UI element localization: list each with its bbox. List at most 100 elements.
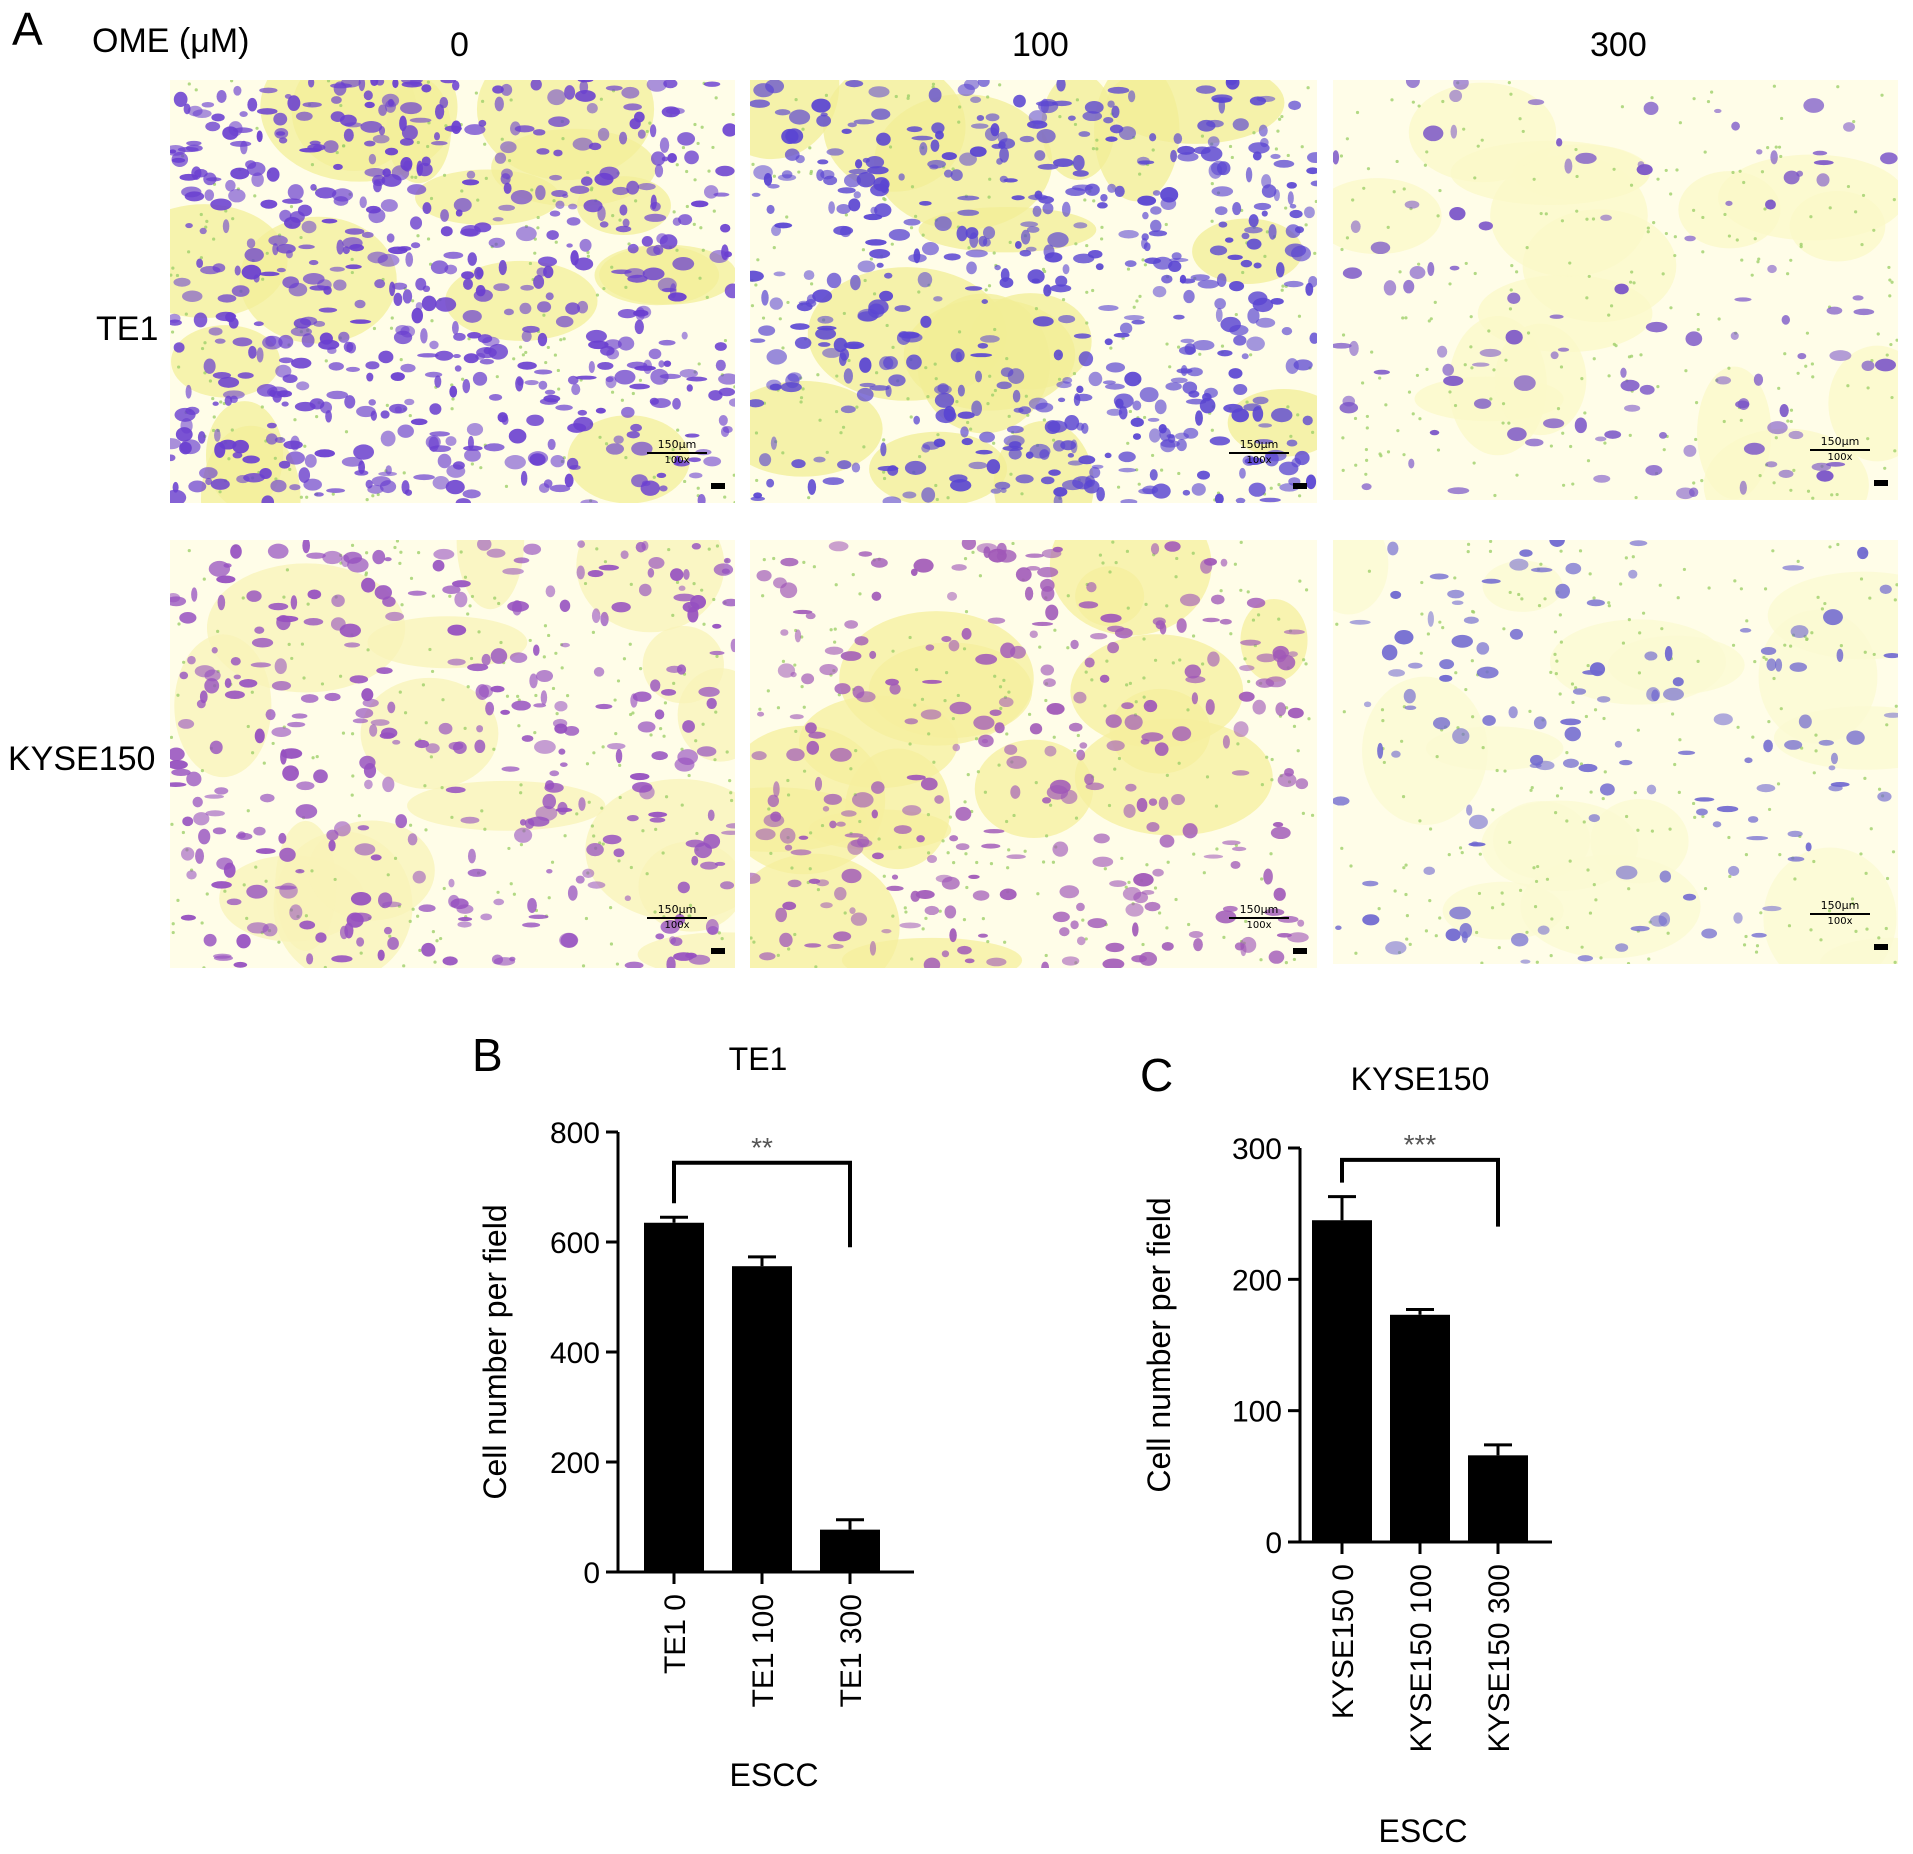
stained-cell bbox=[837, 187, 856, 194]
membrane-pore bbox=[1671, 712, 1675, 716]
membrane-pore bbox=[1509, 288, 1513, 292]
membrane-pore bbox=[833, 640, 837, 644]
stained-cell bbox=[750, 399, 765, 408]
stained-cell bbox=[387, 98, 394, 107]
membrane-pore bbox=[1574, 686, 1578, 690]
stained-cell bbox=[429, 431, 450, 437]
stained-cell bbox=[560, 642, 570, 648]
stained-cell bbox=[891, 874, 899, 880]
membrane-pore bbox=[1234, 312, 1238, 317]
membrane-pore bbox=[1789, 644, 1793, 648]
stained-cell bbox=[678, 585, 686, 591]
stained-cell bbox=[1677, 750, 1696, 755]
micrograph-te1-100: 150μm 100x bbox=[750, 80, 1317, 503]
membrane-pore bbox=[1404, 892, 1408, 897]
membrane-pore bbox=[1607, 601, 1611, 605]
stained-cell bbox=[1076, 936, 1086, 946]
membrane-pore bbox=[1620, 105, 1625, 109]
stained-cell bbox=[667, 153, 677, 164]
stained-cell bbox=[644, 213, 667, 222]
membrane-pore bbox=[1304, 588, 1309, 592]
stained-cell bbox=[1096, 486, 1105, 502]
stained-cell bbox=[339, 925, 349, 940]
stained-cell bbox=[486, 548, 506, 558]
membrane-pore bbox=[825, 450, 829, 454]
stained-cell bbox=[463, 445, 483, 451]
stained-cell bbox=[598, 564, 619, 571]
stained-cell bbox=[769, 297, 783, 310]
stained-cell bbox=[1778, 469, 1794, 478]
stained-cell bbox=[817, 315, 834, 324]
membrane-pore bbox=[834, 583, 838, 587]
membrane-pore bbox=[941, 839, 945, 843]
membrane-pore bbox=[894, 94, 898, 99]
stained-cell bbox=[417, 353, 439, 358]
stained-cell bbox=[961, 540, 977, 551]
membrane-pore bbox=[1441, 626, 1445, 630]
stained-cell bbox=[344, 228, 365, 235]
stained-cell bbox=[658, 360, 665, 368]
stained-cell bbox=[947, 591, 958, 601]
stained-cell bbox=[349, 675, 369, 684]
membrane-pore bbox=[1609, 304, 1614, 308]
membrane-pore bbox=[1650, 96, 1654, 100]
membrane-pore bbox=[554, 651, 558, 655]
stained-cell bbox=[1439, 674, 1453, 682]
stained-cell bbox=[444, 264, 458, 275]
stained-cell bbox=[577, 540, 586, 548]
membrane-pore bbox=[1742, 943, 1747, 947]
stained-cell bbox=[801, 673, 815, 685]
membrane-pore bbox=[231, 217, 235, 221]
membrane-pore bbox=[1402, 866, 1406, 870]
stained-cell bbox=[285, 451, 305, 465]
stained-cell bbox=[275, 364, 292, 378]
membrane-pore bbox=[350, 543, 355, 547]
membrane-pore bbox=[460, 189, 464, 193]
stained-cell bbox=[1222, 735, 1230, 749]
stained-cell bbox=[781, 170, 793, 179]
membrane-pore bbox=[1471, 715, 1475, 719]
stained-cell bbox=[203, 358, 216, 374]
membrane-pore bbox=[1673, 253, 1677, 258]
membrane-pore bbox=[468, 604, 472, 608]
membrane-pore bbox=[171, 266, 175, 270]
stained-cell bbox=[1481, 578, 1501, 584]
stained-cell bbox=[877, 465, 899, 472]
membrane-pore bbox=[918, 455, 922, 459]
stained-cell bbox=[1270, 298, 1284, 305]
membrane-pore bbox=[671, 613, 675, 618]
membrane-pore bbox=[1810, 631, 1814, 635]
stained-cell bbox=[879, 290, 894, 302]
stained-cell bbox=[448, 878, 455, 888]
stained-cell bbox=[595, 703, 613, 710]
stained-cell bbox=[1409, 266, 1426, 280]
stained-cell bbox=[409, 117, 432, 123]
stained-cell bbox=[1059, 927, 1070, 937]
membrane-pore bbox=[681, 145, 686, 150]
stained-cell bbox=[1052, 158, 1074, 167]
membrane-pore bbox=[986, 95, 990, 99]
stained-cell bbox=[913, 558, 934, 573]
stained-cell bbox=[827, 943, 844, 949]
stained-cell bbox=[1476, 666, 1499, 679]
stained-cell bbox=[1403, 688, 1416, 704]
membrane-pore bbox=[672, 681, 676, 685]
stained-cell bbox=[910, 568, 918, 576]
membrane-pore bbox=[701, 248, 705, 252]
stained-cell bbox=[1133, 891, 1149, 904]
stained-cell bbox=[950, 169, 963, 182]
stained-cell bbox=[575, 375, 597, 380]
membrane-pore bbox=[814, 965, 818, 968]
stained-cell bbox=[336, 239, 344, 255]
membrane-pore bbox=[955, 400, 959, 404]
stained-cell bbox=[1751, 932, 1767, 938]
membrane-pore bbox=[584, 916, 589, 921]
membrane-pore bbox=[1487, 329, 1491, 333]
membrane-pore bbox=[509, 882, 513, 886]
membrane-pore bbox=[1230, 155, 1234, 160]
stained-cell bbox=[1775, 658, 1783, 672]
membrane-pore bbox=[1836, 85, 1840, 89]
membrane-pore bbox=[645, 129, 649, 134]
membrane-pore bbox=[386, 873, 390, 877]
stained-cell bbox=[296, 781, 315, 791]
